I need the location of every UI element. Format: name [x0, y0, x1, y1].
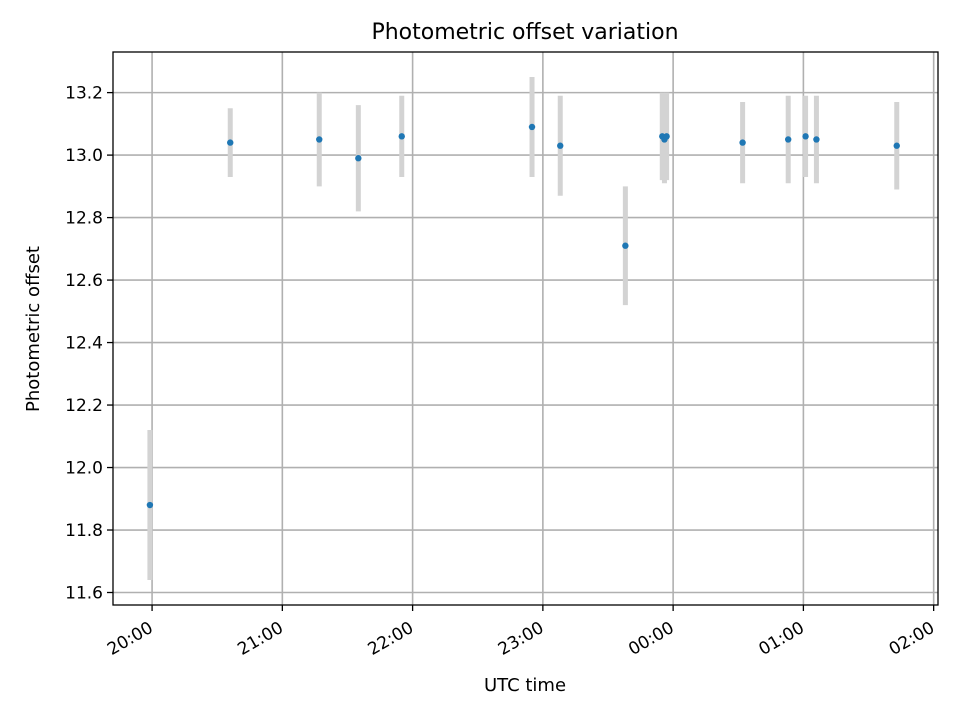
y-tick-label: 12.4	[65, 334, 103, 354]
y-tick-label: 12.0	[65, 459, 103, 479]
chart-title: Photometric offset variation	[371, 20, 678, 45]
data-point	[893, 142, 900, 149]
y-tick-label: 11.6	[65, 584, 103, 604]
y-tick-label: 13.2	[65, 84, 103, 104]
y-axis-ticks: 11.6 11.8 12.0 12.2 12.4 12.6 12.8 13.0 13.2	[65, 84, 113, 604]
data-point	[146, 501, 154, 509]
y-tick-label: 12.6	[65, 271, 103, 291]
y-tick-label: 12.8	[65, 209, 103, 229]
x-tick-label: 00:00	[625, 618, 677, 660]
data-point	[622, 242, 629, 249]
data-point	[739, 139, 746, 146]
data-point	[663, 133, 670, 140]
plot-frame	[112, 51, 939, 606]
x-axis-ticks: 20:00 21:00 22:00 23:00 00:00 01:00 02:00	[104, 605, 938, 660]
data-point	[784, 136, 792, 143]
data-point	[528, 123, 536, 131]
data-point	[227, 139, 234, 146]
x-tick-label: 21:00	[234, 618, 286, 660]
error-bars	[147, 76, 900, 581]
x-tick-label: 01:00	[755, 618, 807, 660]
y-tick-label: 13.0	[65, 146, 103, 166]
x-axis-label: UTC time	[484, 675, 566, 696]
data-point	[316, 136, 323, 143]
x-tick-label: 23:00	[495, 618, 547, 660]
data-point	[557, 142, 564, 149]
data-point	[802, 133, 809, 140]
data-point	[355, 155, 362, 162]
data-point	[813, 136, 820, 143]
x-tick-label: 22:00	[365, 618, 417, 660]
y-axis-label: Photometric offset	[23, 246, 44, 412]
y-tick-label: 12.2	[65, 396, 103, 416]
y-tick-label: 11.8	[65, 521, 103, 541]
x-tick-label: 20:00	[104, 618, 156, 660]
x-tick-label: 02:00	[886, 618, 938, 660]
data-points	[146, 123, 900, 509]
data-point	[398, 133, 405, 140]
